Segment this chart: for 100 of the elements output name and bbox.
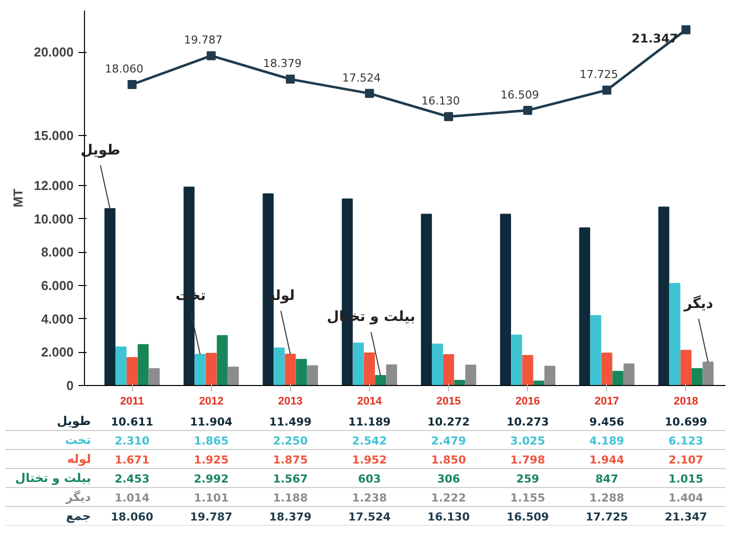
y-tick-label: 2.000 [41, 344, 74, 360]
bar [579, 227, 590, 386]
point [681, 25, 690, 34]
y-tick-label: 12.000 [34, 178, 74, 193]
data-label: 10.273 [506, 416, 549, 428]
bar [296, 358, 307, 386]
text: تخت [65, 433, 91, 447]
bar [500, 214, 512, 386]
data-label: 11.189 [348, 416, 391, 428]
data-label: 1.567 [272, 472, 308, 486]
data-label: 2.250 [272, 434, 308, 448]
bar [511, 334, 522, 386]
data-label: 19.787 [190, 510, 232, 524]
data-label: 9.456 [589, 416, 625, 428]
data-label: 3.025 [510, 434, 546, 448]
data-label: 6.123 [668, 434, 704, 448]
y-tick-label: 15.000 [34, 128, 74, 143]
data-label: 17.725 [586, 510, 628, 524]
bar [116, 346, 126, 386]
bar [148, 368, 160, 386]
data-label: 1.015 [668, 472, 704, 486]
data-label: 1.671 [114, 454, 150, 466]
data-label: 11.904 [190, 416, 233, 428]
data-label: 1.875 [272, 454, 308, 466]
bar [274, 348, 285, 386]
text: دیگر [682, 294, 714, 312]
bar [522, 355, 534, 386]
text: 16.509 [500, 88, 540, 102]
text: دیگر [66, 490, 91, 504]
bar [228, 366, 239, 386]
y-tick-label: 6.000 [41, 278, 74, 293]
point [523, 106, 532, 115]
text: لوله [67, 452, 91, 466]
bar [104, 208, 116, 386]
data-label: 847 [595, 472, 618, 486]
text: طویل [56, 414, 91, 428]
text: 17.524 [342, 71, 381, 84]
data-label: 1.238 [352, 492, 387, 504]
y-tick-label: 4.000 [41, 311, 74, 326]
text: بیلت و تختال [15, 471, 91, 485]
bar [692, 368, 702, 386]
bar [138, 344, 149, 386]
bar [364, 352, 375, 386]
bar [307, 365, 318, 386]
data-label: 1.850 [431, 454, 466, 466]
bar [544, 366, 556, 386]
data-label: 2.310 [114, 434, 150, 448]
data-label: 1.952 [352, 454, 387, 466]
text: جمع [66, 509, 91, 523]
data-label: 18.060 [110, 510, 154, 524]
bar [126, 357, 138, 386]
bar [432, 344, 443, 386]
bar [612, 370, 624, 386]
data-label: 603 [358, 472, 381, 486]
data-label: 4.189 [589, 434, 624, 448]
x-tick-label: 2015 [436, 396, 461, 408]
data-label: 10.272 [427, 416, 470, 428]
data-label: 10.699 [664, 416, 708, 428]
text: 18.060 [104, 62, 144, 76]
bar [669, 282, 680, 386]
data-label: 1.865 [194, 434, 229, 448]
point [206, 51, 216, 60]
y-tick-label: 0 [66, 378, 74, 393]
data-label: 11.499 [269, 416, 312, 428]
x-tick-label: 2013 [278, 396, 303, 408]
data-label: 1.101 [194, 492, 229, 504]
bar [465, 364, 476, 386]
point [128, 80, 137, 89]
bar [206, 352, 217, 386]
point [364, 88, 374, 98]
bar [658, 206, 670, 386]
data-label: 1.404 [668, 492, 704, 504]
data-label: 1.925 [194, 454, 229, 466]
data-label: 16.130 [427, 510, 470, 524]
x-tick-label: 2014 [357, 396, 383, 408]
text: 19.787 [184, 34, 223, 47]
point [602, 86, 612, 95]
data-label: 259 [516, 472, 540, 486]
data-label: 1.222 [431, 492, 466, 504]
data-label: 306 [437, 472, 460, 486]
data-label: 18.379 [269, 510, 312, 524]
point [286, 74, 295, 84]
bar [623, 364, 634, 386]
x-tick-label: 2017 [594, 396, 620, 408]
y-tick-label: 8.000 [41, 244, 74, 260]
data-label: 1.188 [272, 492, 308, 504]
data-label: 1.798 [510, 454, 546, 466]
bar [443, 354, 454, 386]
data-label: 1.288 [589, 492, 624, 504]
data-label: 21.347 [664, 510, 708, 524]
y-axis-title: MT [10, 188, 26, 208]
bar [680, 350, 692, 386]
bar [375, 374, 386, 386]
point [444, 112, 454, 122]
text: 18.379 [263, 57, 302, 70]
data-label: 17.524 [348, 510, 392, 524]
x-tick-label: 2012 [198, 396, 224, 408]
data-label: 2.479 [431, 434, 466, 448]
bar [601, 352, 612, 386]
y-tick-label: 20.000 [34, 44, 74, 60]
